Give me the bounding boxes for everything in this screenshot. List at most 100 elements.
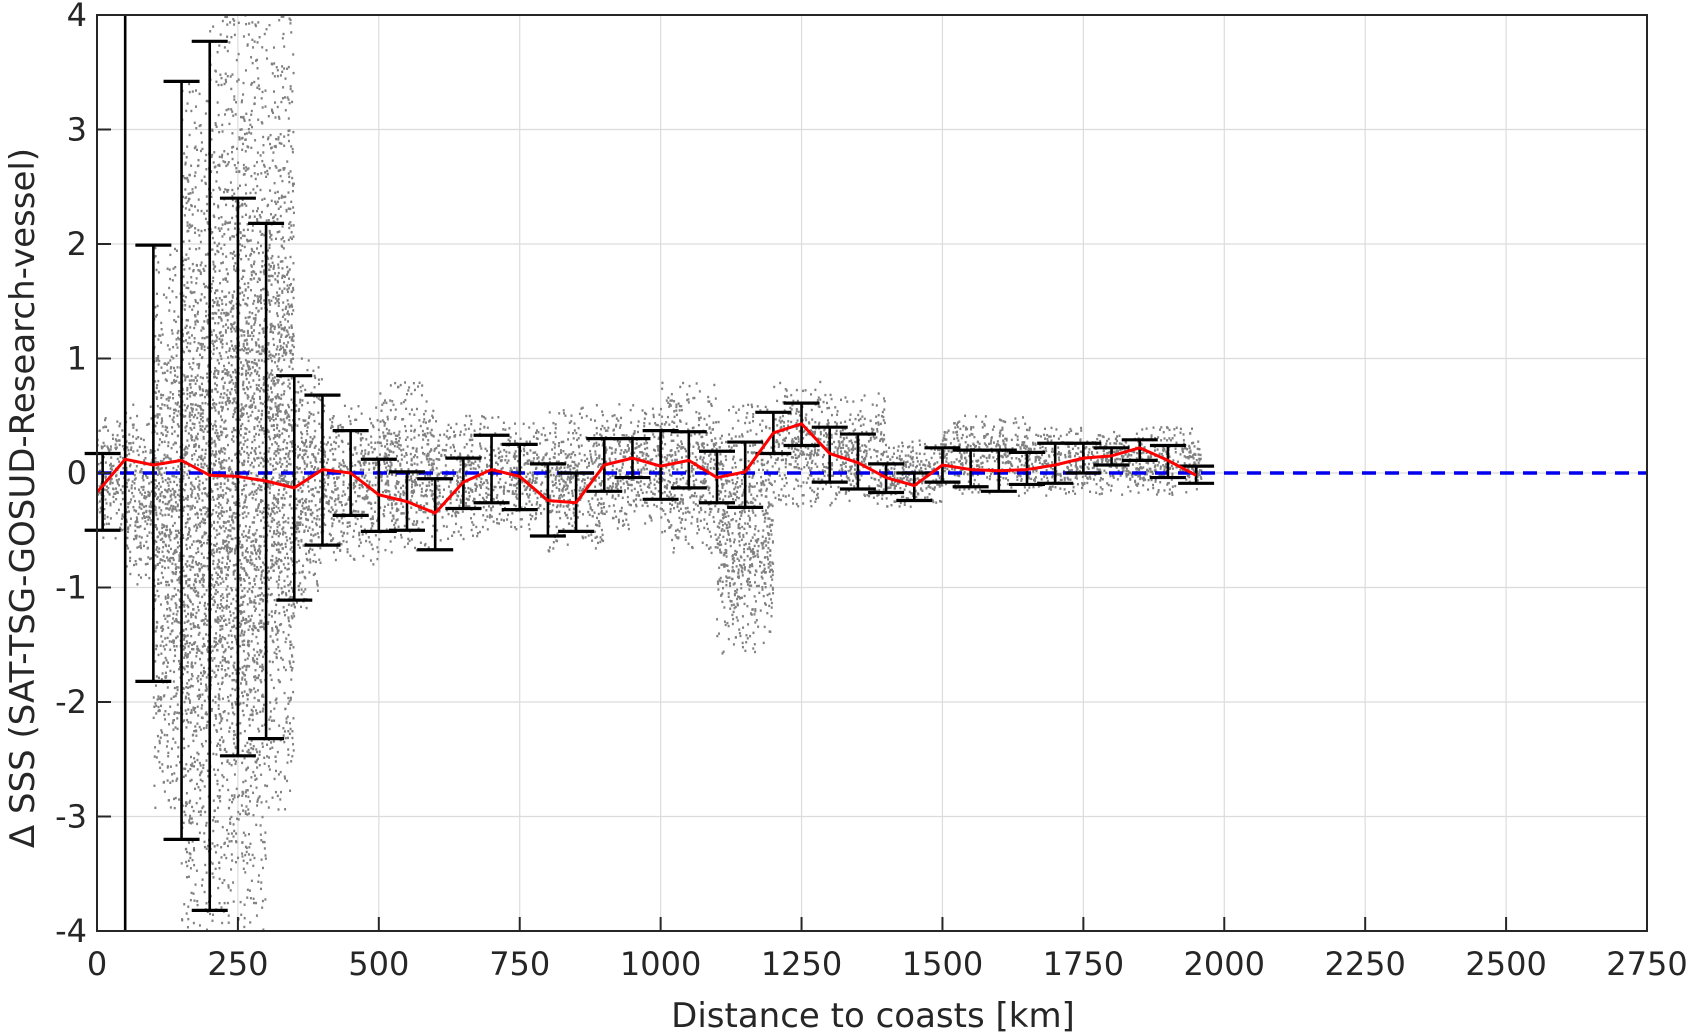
scatter-point [203,644,206,648]
scatter-point [206,376,209,379]
scatter-point [263,475,266,478]
scatter-point [277,534,280,538]
scatter-point [250,252,253,256]
scatter-point [220,357,223,361]
scatter-point [145,504,148,508]
scatter-point [255,492,258,495]
scatter-point [171,622,174,625]
scatter-point [201,674,204,677]
scatter-point [178,605,181,609]
scatter-point [221,664,224,668]
scatter-point [221,627,224,631]
scatter-point [138,506,141,509]
scatter-point [229,547,232,551]
scatter-point [283,275,286,278]
scatter-point [218,560,221,563]
scatter-point [173,645,176,648]
scatter-point [260,413,263,416]
scatter-point [233,552,236,555]
scatter-point [202,805,205,808]
scatter-point [183,284,186,287]
scatter-point [204,217,207,221]
scatter-point [175,566,178,570]
scatter-point [134,524,137,527]
scatter-point [251,366,254,369]
scatter-point [196,547,199,550]
scatter-point [220,299,223,302]
scatter-point [249,367,252,371]
scatter-point [199,678,202,681]
scatter-point [114,492,117,495]
scatter-point [221,506,224,510]
scatter-point [199,376,202,379]
scatter-point [277,301,280,305]
scatter-point [129,572,132,576]
scatter-point [174,796,177,800]
scatter-point [154,594,157,597]
scatter-point [244,359,247,362]
scatter-point [190,684,193,687]
scatter-point [237,161,240,164]
scatter-point [220,155,223,159]
scatter-point [221,409,224,412]
scatter-point [262,383,265,387]
scatter-point [167,596,170,599]
scatter-point [203,532,206,536]
scatter-point [273,494,276,497]
scatter-point [226,356,229,359]
scatter-point [179,551,182,555]
scatter-point [161,403,164,406]
scatter-point [143,459,146,462]
scatter-point [259,833,262,836]
scatter-point [248,724,251,727]
scatter-point [172,552,175,556]
scatter-point [163,694,166,697]
scatter-point [139,544,142,547]
scatter-point [201,693,204,696]
scatter-point [200,408,203,411]
scatter-point [196,768,199,771]
scatter-point [195,594,198,597]
scatter-point [228,465,231,469]
scatter-point [175,779,178,782]
scatter-point [267,136,270,139]
scatter-point [272,640,275,644]
scatter-point [290,678,293,681]
scatter-point [149,523,152,526]
scatter-point [185,912,188,915]
scatter-point [104,498,107,501]
scatter-point [254,24,257,28]
scatter-point [246,590,249,593]
scatter-point [168,499,171,503]
scatter-point [247,853,250,856]
scatter-point [232,737,235,741]
scatter-point [188,528,191,531]
scatter-point [150,500,153,504]
scatter-point [234,347,237,350]
scatter-point [203,337,206,340]
scatter-point [231,518,234,521]
scatter-point [212,188,215,192]
scatter-point [161,629,164,633]
scatter-point [247,322,250,325]
scatter-point [259,824,262,827]
scatter-point [165,398,168,401]
scatter-point [185,802,188,806]
scatter-point [250,348,253,352]
scatter-point [251,562,254,565]
scatter-point [186,498,189,501]
scatter-point [136,583,139,586]
scatter-point [241,551,244,555]
scatter-point [283,328,286,332]
scatter-point [257,506,260,509]
scatter-point [264,784,267,787]
scatter-point [157,676,160,680]
scatter-point [278,433,281,437]
scatter-point [156,383,159,387]
scatter-point [144,456,147,460]
scatter-point [219,503,222,507]
scatter-point [262,465,265,468]
scatter-point [244,658,247,662]
scatter-point [290,326,293,329]
scatter-point [221,261,224,264]
